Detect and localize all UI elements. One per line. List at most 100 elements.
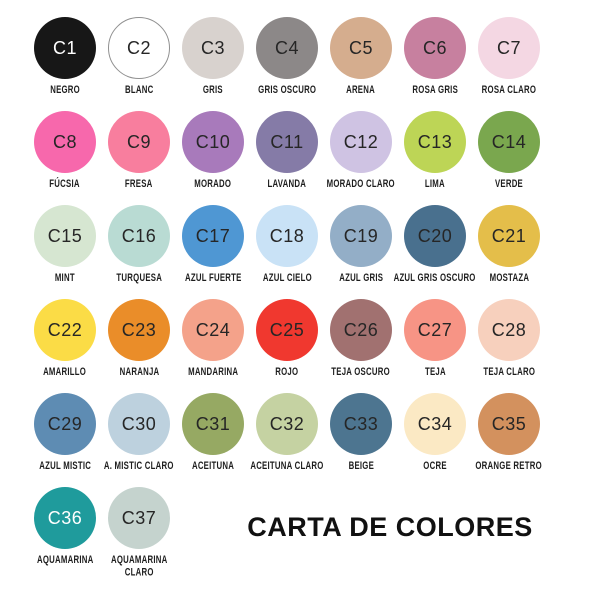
swatch-cell: C27 TEJA bbox=[398, 299, 472, 393]
swatch-code: C11 bbox=[270, 131, 304, 152]
swatch-code: C12 bbox=[343, 131, 379, 152]
swatch-cell: C7 ROSA CLARO bbox=[472, 17, 546, 111]
swatch-cell: C17 AZUL FUERTE bbox=[176, 205, 250, 299]
color-circle: C4 bbox=[256, 17, 318, 79]
swatch-cell: C10 MORADO bbox=[176, 111, 250, 205]
swatch-code: C28 bbox=[491, 319, 527, 340]
color-circle: C27 bbox=[404, 299, 466, 361]
swatch-cell: C26 TEJA OSCURO bbox=[324, 299, 398, 393]
swatch-code: C23 bbox=[121, 319, 157, 340]
swatch-cell: C19 AZUL GRIS bbox=[324, 205, 398, 299]
color-circle: C37 bbox=[108, 487, 170, 549]
swatch-cell: C6 ROSA GRIS bbox=[398, 17, 472, 111]
swatch-label: GRIS OSCURO bbox=[257, 84, 317, 97]
swatch-code: C37 bbox=[121, 507, 157, 528]
swatch-code: C7 bbox=[496, 37, 521, 58]
color-circle: C12 bbox=[330, 111, 392, 173]
swatch-cell: C33 BEIGE bbox=[324, 393, 398, 487]
swatch-cell: C16 TURQUESA bbox=[102, 205, 176, 299]
swatch-code: C2 bbox=[126, 37, 151, 58]
swatch-label: AZUL GRIS bbox=[339, 272, 383, 285]
color-circle: C31 bbox=[182, 393, 244, 455]
swatch-cell: C28 TEJA CLARO bbox=[472, 299, 546, 393]
color-circle: C1 bbox=[34, 17, 96, 79]
color-circle: C33 bbox=[330, 393, 392, 455]
swatch-label: NARANJA bbox=[119, 366, 159, 379]
swatch-code: C27 bbox=[417, 319, 453, 340]
color-circle: C16 bbox=[108, 205, 170, 267]
swatch-cell: C12 MORADO CLARO bbox=[324, 111, 398, 205]
swatch-cell: C29 AZUL MISTIC bbox=[28, 393, 102, 487]
swatch-code: C30 bbox=[121, 413, 157, 434]
color-circle: C5 bbox=[330, 17, 392, 79]
swatch-code: C15 bbox=[47, 225, 83, 246]
swatch-label: MANDARINA bbox=[187, 366, 239, 379]
color-circle: C23 bbox=[108, 299, 170, 361]
swatch-cell: C35 ORANGE RETRO bbox=[472, 393, 546, 487]
color-circle: C19 bbox=[330, 205, 392, 267]
color-circle: C13 bbox=[404, 111, 466, 173]
swatch-label: AZUL GRIS OSCURO bbox=[393, 272, 477, 285]
color-circle: C28 bbox=[478, 299, 540, 361]
swatch-cell: C5 ARENA bbox=[324, 17, 398, 111]
swatch-label: ROSA GRIS bbox=[412, 84, 458, 97]
swatch-label: LIMA bbox=[424, 178, 445, 191]
swatch-code: C32 bbox=[269, 413, 305, 434]
swatch-cell: C32 ACEITUNA CLARO bbox=[250, 393, 324, 487]
swatch-code: C9 bbox=[126, 131, 151, 152]
swatch-cell: C25 ROJO bbox=[250, 299, 324, 393]
swatch-label: FÚCSIA bbox=[49, 178, 81, 191]
swatch-code: C19 bbox=[343, 225, 379, 246]
chart-title: CARTA DE COLORES bbox=[247, 512, 533, 542]
swatch-cell: C9 FRESA bbox=[102, 111, 176, 205]
color-circle: C3 bbox=[182, 17, 244, 79]
swatch-cell: C1 NEGRO bbox=[28, 17, 102, 111]
swatch-code: C14 bbox=[491, 131, 527, 152]
swatch-cell: C23 NARANJA bbox=[102, 299, 176, 393]
swatch-label: AZUL FUERTE bbox=[184, 272, 242, 285]
color-circle: C17 bbox=[182, 205, 244, 267]
swatch-label: NEGRO bbox=[50, 84, 80, 97]
swatch-label: OCRE bbox=[423, 460, 447, 473]
swatch-cell: C8 FÚCSIA bbox=[28, 111, 102, 205]
color-circle: C15 bbox=[34, 205, 96, 267]
swatch-cell: C2 BLANC bbox=[102, 17, 176, 111]
swatch-cell: C21 MOSTAZA bbox=[472, 205, 546, 299]
color-circle: C26 bbox=[330, 299, 392, 361]
swatch-label: MORADO CLARO bbox=[326, 178, 396, 191]
swatch-code: C22 bbox=[47, 319, 83, 340]
swatch-code: C1 bbox=[52, 37, 77, 58]
swatch-label: AZUL CIELO bbox=[262, 272, 312, 285]
swatch-cell: C11 LAVANDA bbox=[250, 111, 324, 205]
color-circle: C18 bbox=[256, 205, 318, 267]
swatch-code: C8 bbox=[52, 131, 77, 152]
swatch-label: MOSTAZA bbox=[489, 272, 529, 285]
swatch-label: LAVANDA bbox=[267, 178, 307, 191]
swatch-code: C20 bbox=[417, 225, 453, 246]
swatch-code: C4 bbox=[274, 37, 299, 58]
color-circle: C7 bbox=[478, 17, 540, 79]
swatch-label: BLANC bbox=[124, 84, 154, 97]
swatch-code: C13 bbox=[417, 131, 453, 152]
color-circle: C2 bbox=[108, 17, 170, 79]
swatch-code: C18 bbox=[269, 225, 305, 246]
swatch-code: C10 bbox=[195, 131, 231, 152]
color-circle: C10 bbox=[182, 111, 244, 173]
swatch-code: C5 bbox=[348, 37, 373, 58]
color-circle: C21 bbox=[478, 205, 540, 267]
swatch-cell: C30 A. MISTIC CLARO bbox=[102, 393, 176, 487]
swatch-label: AZUL MISTIC bbox=[39, 460, 91, 473]
swatch-label: ORANGE RETRO bbox=[475, 460, 543, 473]
swatch-label: ROJO bbox=[275, 366, 299, 379]
color-circle: C20 bbox=[404, 205, 466, 267]
swatch-label: TURQUESA bbox=[116, 272, 162, 285]
color-circle: C29 bbox=[34, 393, 96, 455]
swatch-code: C6 bbox=[422, 37, 447, 58]
swatch-label: TEJA OSCURO bbox=[331, 366, 391, 379]
swatch-code: C16 bbox=[121, 225, 157, 246]
color-circle: C11 bbox=[256, 111, 318, 173]
swatch-label: FRESA bbox=[125, 178, 153, 191]
swatch-label: GRIS bbox=[202, 84, 224, 97]
color-circle: C14 bbox=[478, 111, 540, 173]
